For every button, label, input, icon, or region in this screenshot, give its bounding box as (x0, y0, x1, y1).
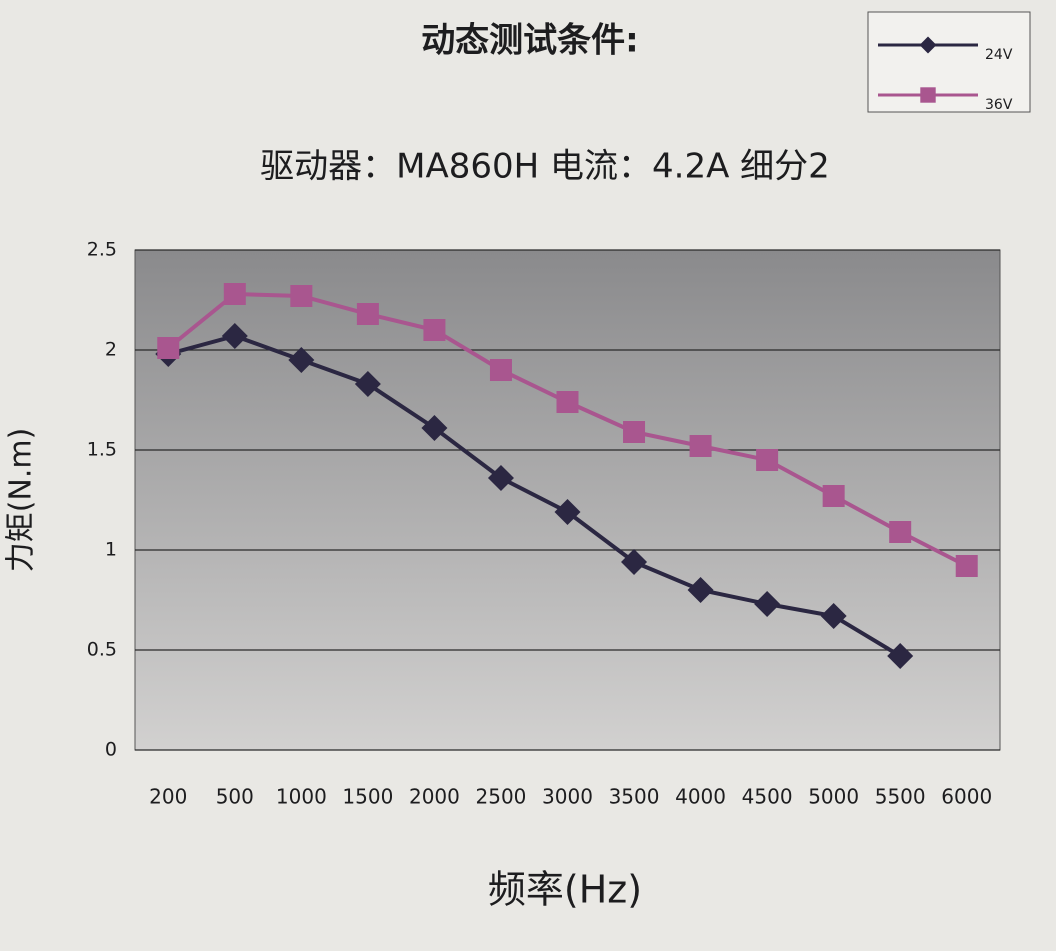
x-tick-label: 2500 (476, 785, 527, 809)
data-point (621, 549, 648, 575)
data-point (822, 485, 845, 507)
data-point (354, 371, 381, 397)
data-point (820, 603, 847, 629)
data-point (221, 323, 248, 349)
x-tick-label: 3000 (542, 785, 593, 809)
y-tick-label: 2 (105, 339, 117, 361)
x-tick-label: 1500 (342, 785, 393, 809)
data-point (487, 465, 514, 491)
data-point (623, 421, 646, 443)
x-tick-label: 6000 (941, 785, 992, 809)
data-point (689, 435, 712, 457)
legend-marker (919, 36, 937, 54)
legend-label: 24V (985, 47, 1013, 63)
data-point (889, 521, 912, 543)
legend-marker (920, 87, 936, 103)
y-tick-label: 0 (105, 739, 117, 761)
x-tick-label: 4500 (742, 785, 793, 809)
x-tick-label: 2000 (409, 785, 460, 809)
data-point (356, 303, 379, 325)
x-tick-label: 3500 (609, 785, 660, 809)
data-point (423, 319, 446, 341)
y-axis-label: 力矩(N.m) (4, 428, 39, 573)
y-tick-label: 1.5 (87, 439, 117, 461)
data-point (290, 285, 313, 307)
data-point (421, 415, 448, 441)
data-point (687, 577, 714, 603)
x-tick-label: 500 (216, 785, 254, 809)
data-point (554, 499, 581, 525)
x-tick-label: 200 (149, 785, 187, 809)
data-point (157, 337, 180, 359)
data-point (756, 449, 779, 471)
data-point (223, 283, 246, 305)
data-point (754, 591, 781, 617)
y-tick-label: 0.5 (87, 639, 117, 661)
data-point (955, 555, 978, 577)
data-point (556, 391, 579, 413)
x-tick-label: 5500 (875, 785, 926, 809)
legend-label: 36V (985, 97, 1013, 113)
y-tick-label: 1 (105, 539, 117, 561)
x-tick-label: 1000 (276, 785, 327, 809)
x-axis-label: 频率(Hz) (488, 868, 642, 912)
y-tick-label: 2.5 (87, 239, 117, 261)
x-tick-label: 4000 (675, 785, 726, 809)
chart-title: 动态测试条件: (421, 21, 639, 61)
x-tick-label: 5000 (808, 785, 859, 809)
data-point (288, 347, 315, 373)
data-point (489, 359, 512, 381)
data-point (887, 643, 914, 669)
chart-subtitle: 驱动器：MA860H 电流：4.2A 细分2 (260, 147, 830, 187)
series-line (167, 333, 902, 658)
